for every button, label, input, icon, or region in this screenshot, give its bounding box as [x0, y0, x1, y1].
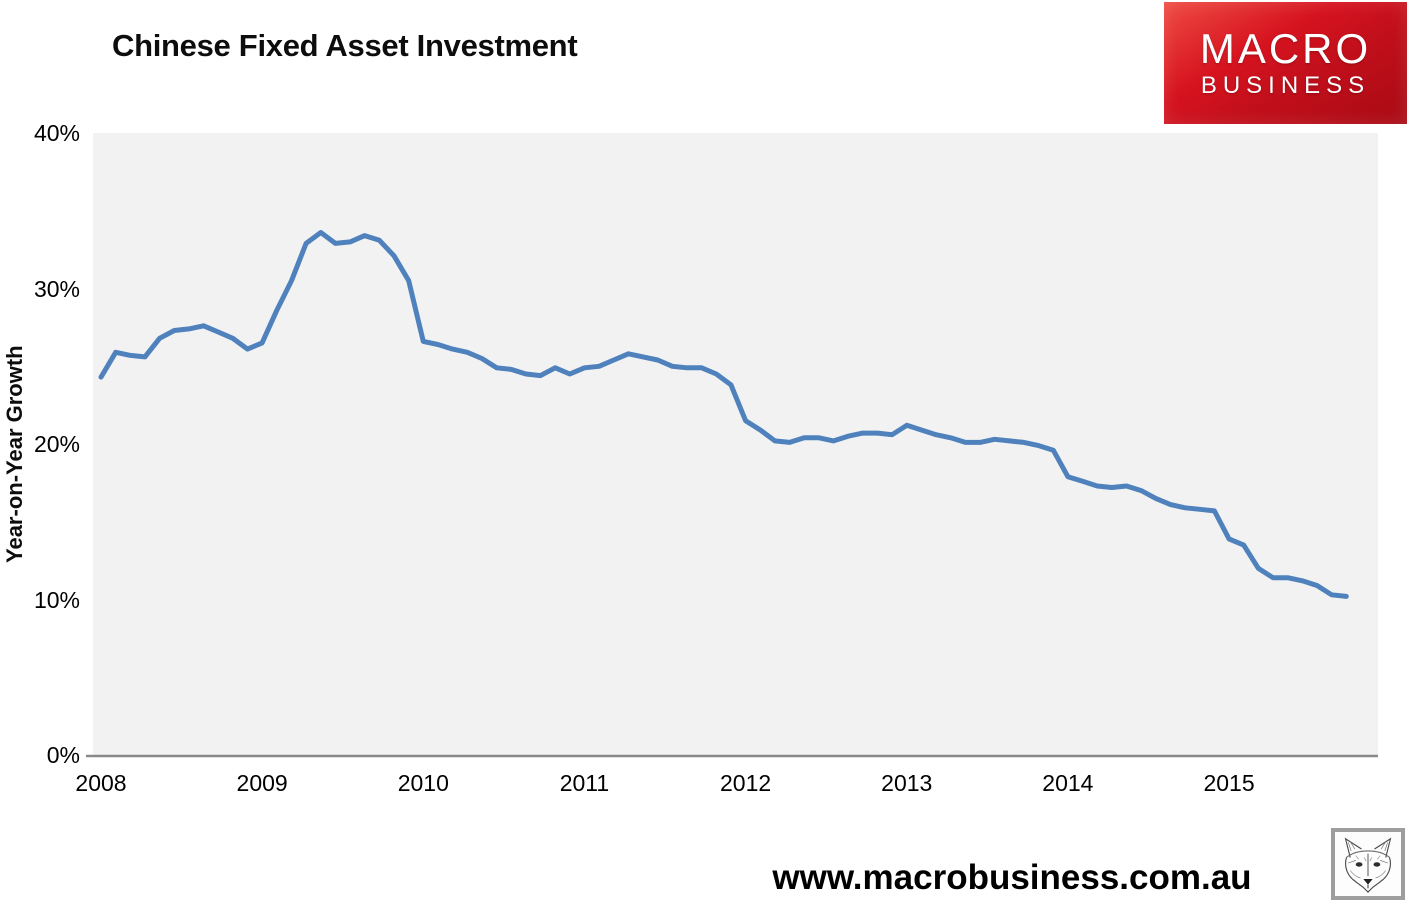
- y-tick-label: 20%: [33, 431, 80, 457]
- x-tick-label: 2008: [75, 770, 127, 796]
- x-tick-label: 2013: [881, 770, 933, 796]
- fai-series-line: [98, 230, 1349, 599]
- wolf-sketch-icon: [1344, 837, 1392, 893]
- y-tick-label: 30%: [33, 275, 80, 302]
- plot-area: [93, 133, 1378, 755]
- x-tick-label: 2012: [720, 770, 772, 796]
- x-tick-label: 2010: [397, 770, 449, 796]
- chart-title: Chinese Fixed Asset Investment: [112, 28, 578, 63]
- x-tick-label: 2011: [559, 770, 610, 796]
- wolf-watermark: [1331, 828, 1405, 900]
- x-tick-label: 2009: [236, 770, 288, 796]
- x-tick-label: 2014: [1042, 770, 1094, 796]
- macrobusiness-logo: MACRO BUSINESS: [1164, 2, 1407, 124]
- logo-text-business: BUSINESS: [1200, 72, 1371, 99]
- y-tick-label: 10%: [33, 586, 80, 613]
- x-tick-label: 2015: [1203, 770, 1255, 796]
- website-url: www.macrobusiness.com.au: [772, 858, 1252, 897]
- y-tick-label: 0%: [46, 742, 80, 768]
- y-tick-label: 40%: [33, 120, 80, 146]
- logo-text-macro: MACRO: [1199, 25, 1372, 72]
